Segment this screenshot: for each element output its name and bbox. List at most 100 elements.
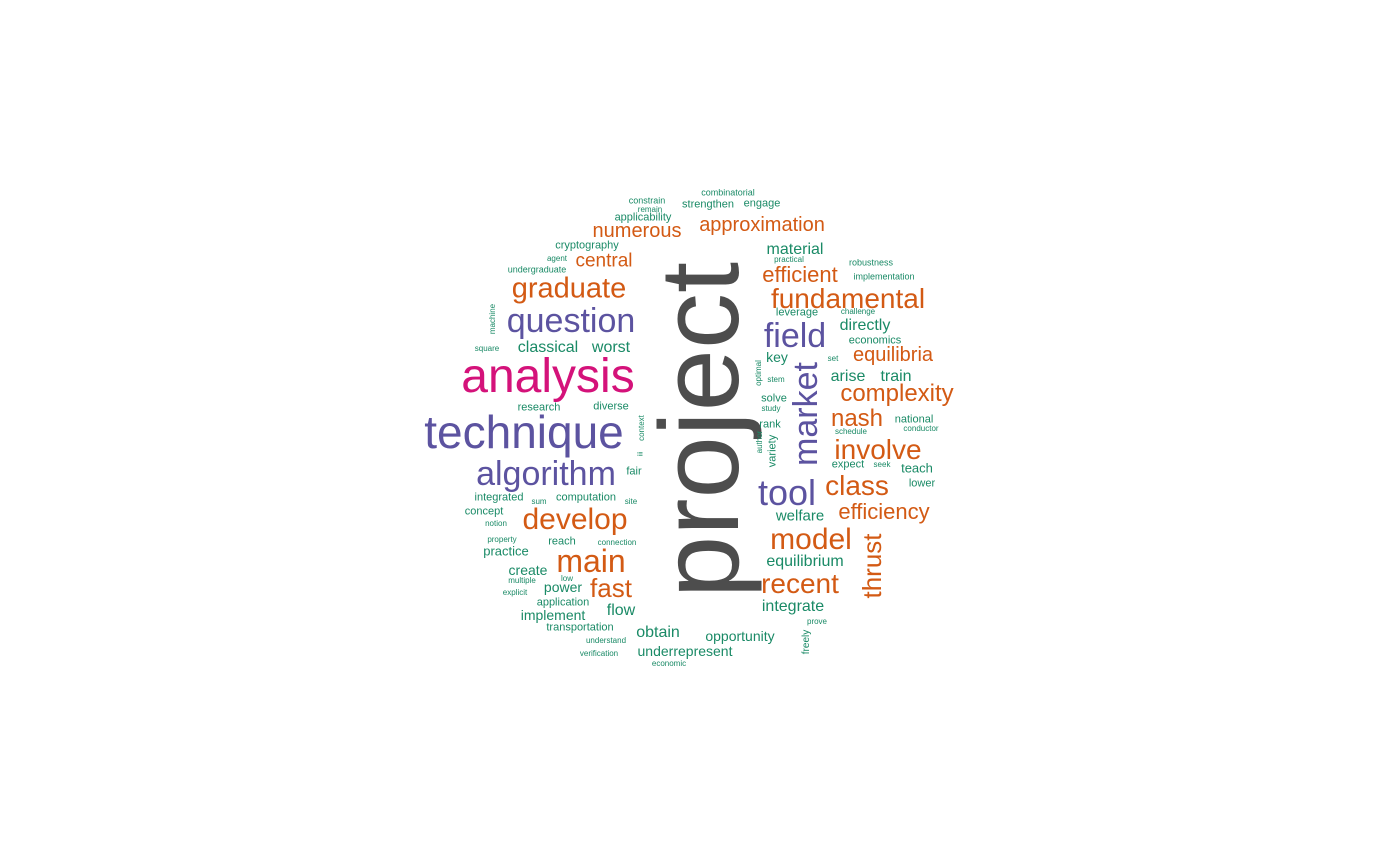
word-key: key bbox=[766, 349, 788, 365]
word-worst: worst bbox=[591, 339, 631, 356]
word-opportunity: opportunity bbox=[705, 628, 775, 644]
word-undergraduate: undergraduate bbox=[507, 264, 567, 275]
word-class: class bbox=[825, 470, 889, 501]
word-robustness: robustness bbox=[848, 257, 894, 268]
word-practice: practice bbox=[483, 543, 529, 559]
word-connection: connection bbox=[597, 538, 637, 547]
word-obtain: obtain bbox=[636, 624, 680, 641]
word-complexity: complexity bbox=[840, 380, 954, 407]
word-fundamental: fundamental bbox=[770, 283, 926, 314]
word-schedule: schedule bbox=[834, 427, 868, 436]
word-diverse: diverse bbox=[593, 400, 629, 413]
word-graduate: graduate bbox=[511, 272, 627, 305]
word-algorithm: algorithm bbox=[476, 455, 616, 493]
word-strengthen: strengthen bbox=[682, 198, 734, 211]
word-applicability: applicability bbox=[614, 211, 672, 224]
word-national: national bbox=[894, 413, 934, 426]
word-machine: machine bbox=[488, 303, 497, 335]
word-central: central bbox=[575, 250, 633, 272]
word-transportation: transportation bbox=[546, 621, 614, 634]
word-variety: variety bbox=[766, 434, 779, 468]
word-lower: lower bbox=[908, 477, 936, 490]
word-analysis: analysis bbox=[461, 350, 635, 403]
word-rank: rank bbox=[759, 418, 781, 431]
word-context: context bbox=[637, 415, 646, 441]
word-optimal: optimal bbox=[754, 360, 763, 386]
word-stem: stem bbox=[767, 375, 785, 384]
word-material: material bbox=[766, 241, 824, 258]
word-flow: flow bbox=[606, 602, 636, 619]
word-leverage: leverage bbox=[775, 306, 819, 319]
word-remain: remain bbox=[637, 205, 663, 214]
word-market: market bbox=[787, 362, 825, 466]
word-question: question bbox=[506, 302, 636, 340]
word-sum: sum bbox=[531, 497, 547, 506]
word-develop: develop bbox=[522, 503, 628, 536]
word-multiple: multiple bbox=[508, 576, 536, 585]
word-equilibrium: equilibrium bbox=[766, 553, 844, 570]
word-concept: concept bbox=[464, 505, 504, 518]
word-model: model bbox=[770, 523, 852, 556]
word-solve: solve bbox=[761, 392, 787, 405]
word-project: project bbox=[637, 261, 762, 599]
word-arise: arise bbox=[830, 368, 866, 385]
word-approximation: approximation bbox=[699, 214, 825, 236]
word-recent: recent bbox=[761, 568, 839, 599]
word-main: main bbox=[556, 543, 626, 579]
word-fast: fast bbox=[590, 573, 632, 603]
word-economics: economics bbox=[848, 334, 902, 347]
word-integrated: integrated bbox=[474, 491, 524, 504]
word-site: site bbox=[624, 497, 638, 506]
word-explicit: explicit bbox=[502, 588, 528, 597]
word-field: field bbox=[763, 317, 827, 355]
word-implement: implement bbox=[520, 607, 586, 623]
word-challenge: challenge bbox=[840, 307, 876, 316]
word-notion: notion bbox=[485, 519, 507, 528]
word-numerous: numerous bbox=[592, 220, 682, 242]
word-practical: practical bbox=[774, 255, 804, 264]
word-technique: technique bbox=[424, 406, 624, 458]
word-computation: computation bbox=[556, 491, 616, 504]
word-tool: tool bbox=[757, 472, 817, 513]
word-iii: iii bbox=[637, 451, 645, 457]
word-economic: economic bbox=[651, 659, 687, 668]
word-research: research bbox=[517, 401, 561, 414]
word-application: application bbox=[536, 596, 590, 609]
word-property: property bbox=[487, 535, 517, 544]
word-fair: fair bbox=[626, 465, 642, 478]
word-seek: seek bbox=[873, 460, 891, 469]
word-prove: prove bbox=[806, 617, 828, 626]
word-square: square bbox=[474, 344, 500, 353]
word-classical: classical bbox=[517, 339, 579, 356]
word-engage: engage bbox=[743, 197, 781, 210]
word-reach: reach bbox=[548, 535, 576, 548]
word-directly: directly bbox=[839, 317, 891, 334]
word-efficiency: efficiency bbox=[838, 499, 930, 524]
word-conductor: conductor bbox=[903, 424, 939, 433]
word-verification: verification bbox=[579, 649, 619, 658]
word-implementation: implementation bbox=[853, 271, 915, 282]
word-author: author bbox=[755, 430, 764, 454]
word-combinatorial: combinatorial bbox=[701, 187, 755, 198]
word-underrepresent: underrepresent bbox=[637, 643, 733, 659]
word-efficient: efficient bbox=[762, 262, 838, 287]
word-expect: expect bbox=[831, 458, 865, 471]
word-study: study bbox=[761, 404, 781, 413]
word-constrain: constrain bbox=[628, 195, 666, 206]
word-equilibria: equilibria bbox=[852, 344, 934, 366]
word-welfare: welfare bbox=[775, 507, 825, 525]
word-cryptography: cryptography bbox=[555, 239, 619, 252]
word-thrust: thrust bbox=[857, 533, 887, 599]
word-train: train bbox=[880, 368, 912, 385]
word-set: set bbox=[827, 354, 839, 363]
word-teach: teach bbox=[901, 460, 933, 476]
word-understand: understand bbox=[585, 636, 627, 645]
word-freely: freely bbox=[801, 629, 812, 655]
word-agent: agent bbox=[546, 254, 568, 263]
word-involve: involve bbox=[834, 434, 922, 465]
word-power: power bbox=[543, 579, 583, 595]
word-low: low bbox=[560, 574, 574, 583]
word-integrate: integrate bbox=[761, 598, 825, 615]
word-create: create bbox=[508, 562, 548, 578]
